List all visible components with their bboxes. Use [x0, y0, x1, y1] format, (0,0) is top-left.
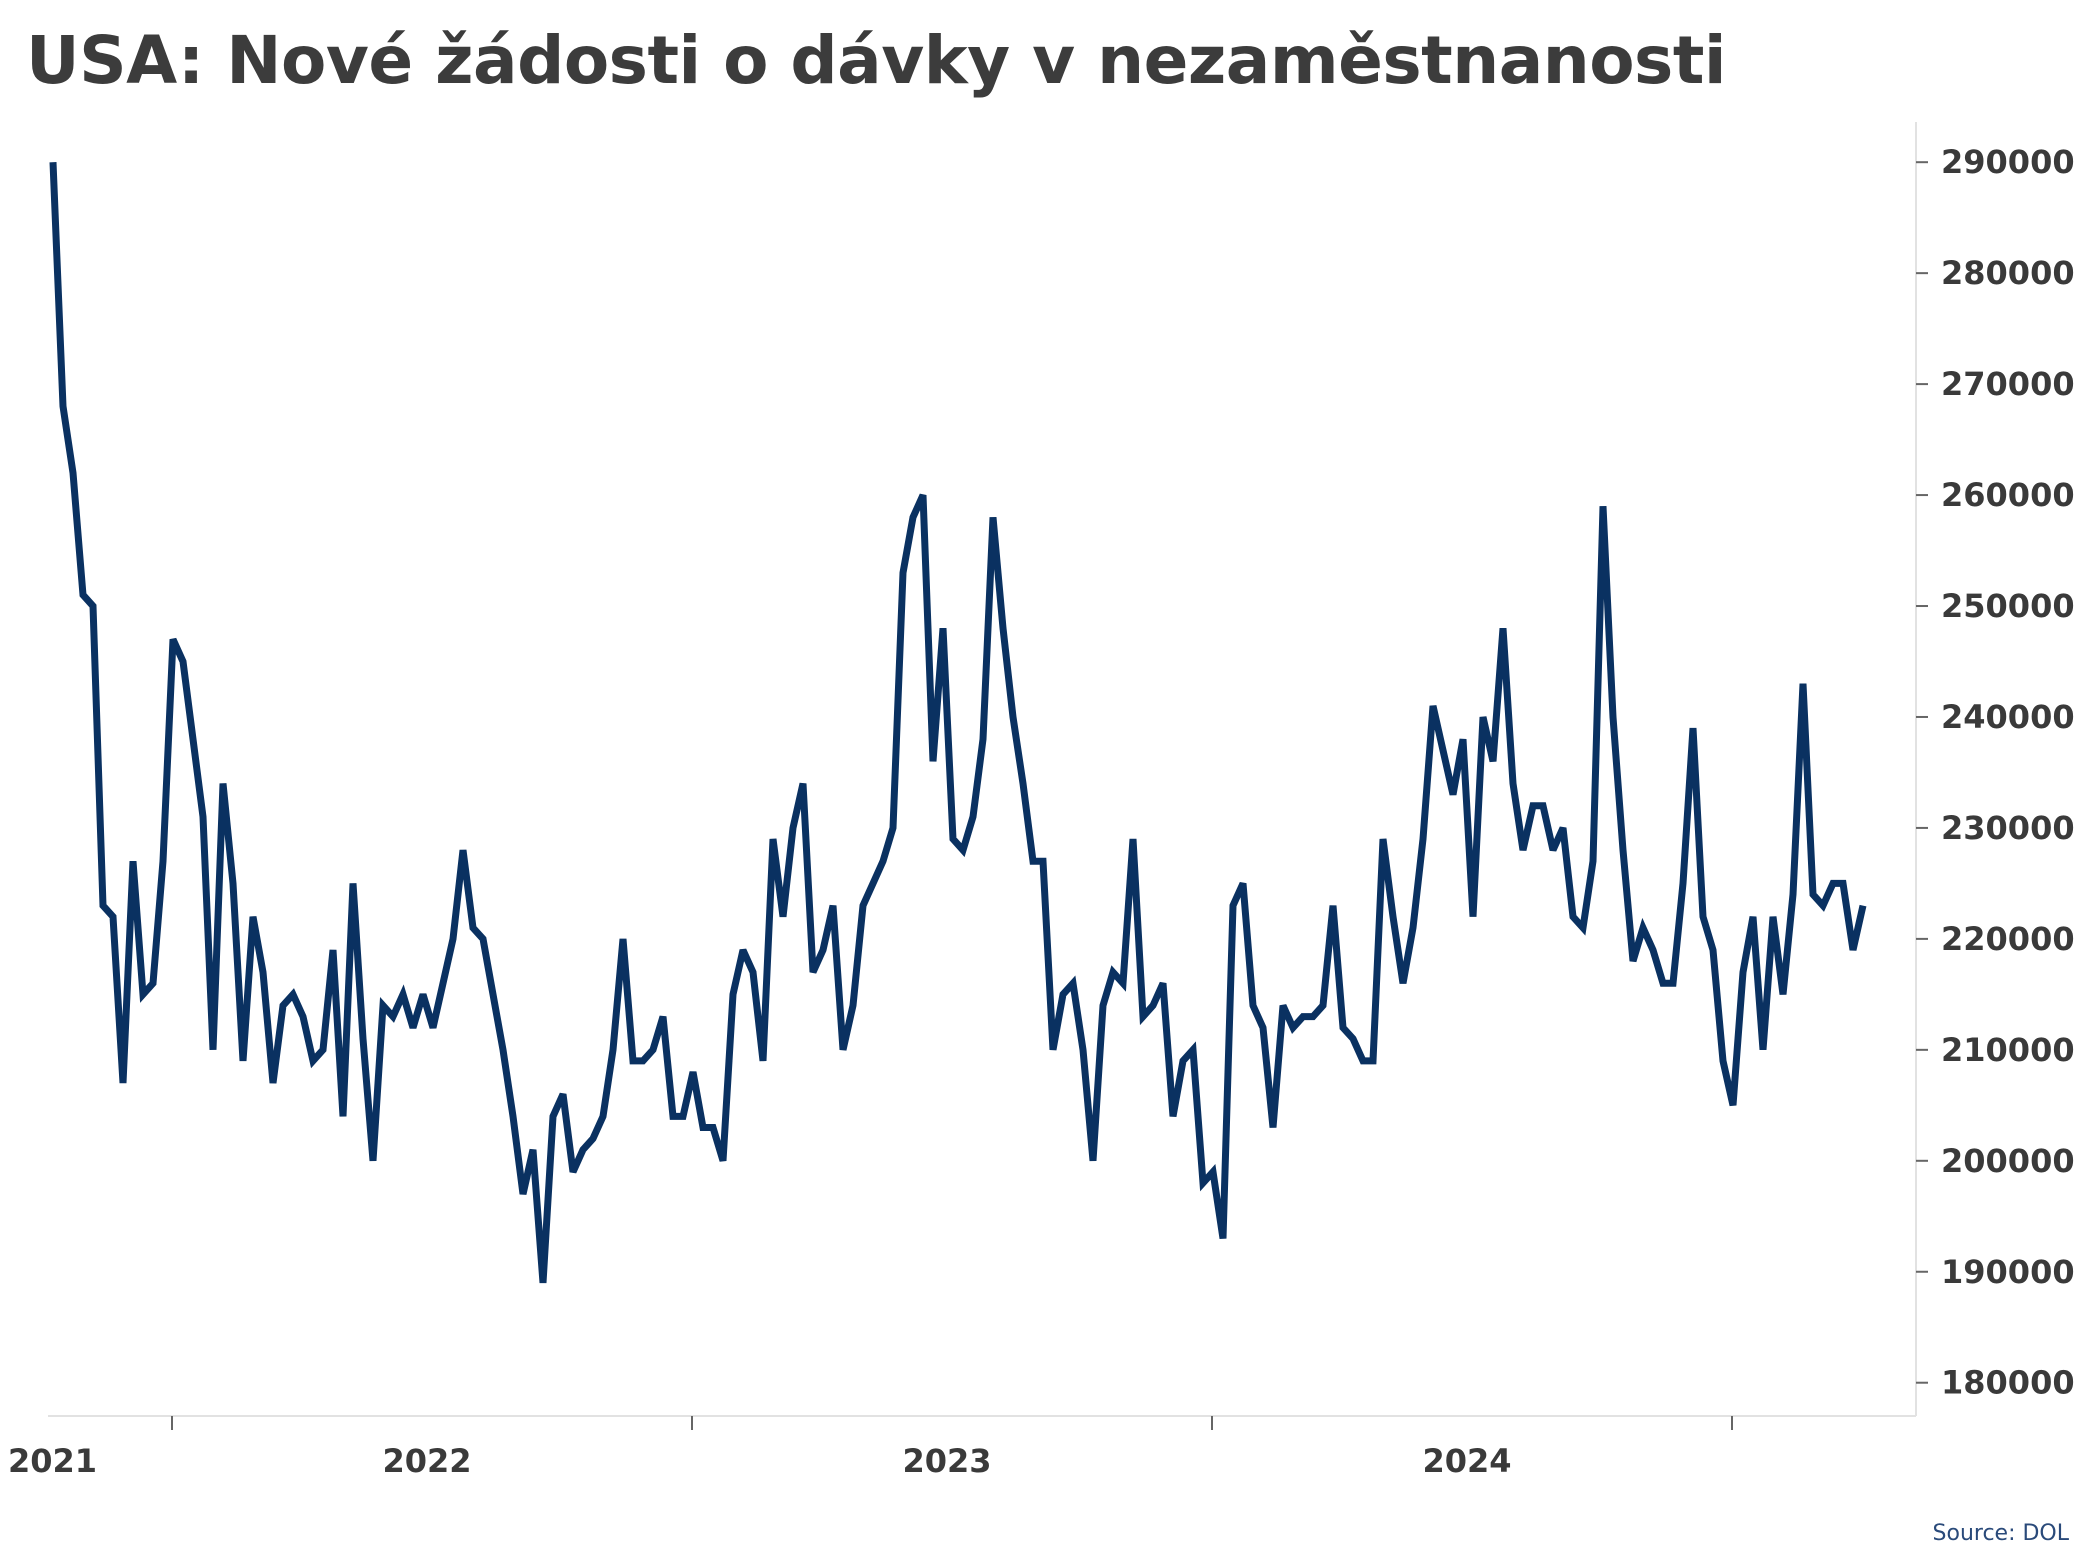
x-tick-label: 2022	[382, 1442, 471, 1480]
y-tick-label: 270000	[1941, 365, 2075, 403]
y-axis: 180000 190000 200000 210000 220000 230000 2400…	[1916, 143, 2075, 1402]
series-line	[49, 162, 1867, 1284]
chart-title: USA: Nové žádosti o dávky v nezaměstnano…	[26, 22, 1727, 99]
x-tick-label: 2021	[8, 1442, 97, 1480]
y-tick-label: 220000	[1941, 920, 2075, 958]
y-tick-label: 240000	[1941, 698, 2075, 736]
series-layer	[49, 162, 1867, 1284]
x-tick-label: 2024	[1422, 1442, 1511, 1480]
y-tick-label: 200000	[1941, 1142, 2075, 1180]
y-tick-label: 280000	[1941, 254, 2075, 292]
chart-axes	[48, 122, 1917, 1417]
y-tick-label: 260000	[1941, 476, 2075, 514]
y-tick-label: 290000	[1941, 143, 2075, 181]
x-tick-label: 2023	[902, 1442, 991, 1480]
y-tick-label: 190000	[1941, 1253, 2075, 1291]
y-tick-label: 230000	[1941, 809, 2075, 847]
y-tick-label: 250000	[1941, 587, 2075, 625]
source-note: Source: DOL	[1932, 1521, 2069, 1546]
x-axis: 2021 2022 2023 2024	[8, 1416, 1733, 1480]
y-tick-label: 180000	[1941, 1364, 2075, 1402]
y-tick-label: 210000	[1941, 1031, 2075, 1069]
